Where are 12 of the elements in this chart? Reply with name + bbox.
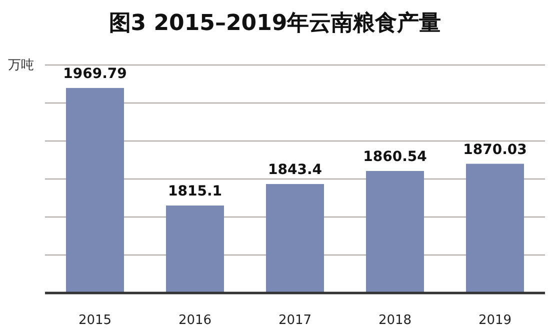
data-label: 1870.03 xyxy=(463,142,527,158)
x-tick-label: 2015 xyxy=(78,313,112,328)
data-label: 1969.79 xyxy=(63,66,127,82)
x-tick-label: 2017 xyxy=(278,313,312,328)
x-tick-label: 2016 xyxy=(178,313,212,328)
data-label: 1843.4 xyxy=(268,162,322,178)
y-axis-title: 万吨 xyxy=(8,58,34,73)
x-tick-label: 2018 xyxy=(378,313,412,328)
data-label: 1815.1 xyxy=(168,184,222,200)
data-label: 1860.54 xyxy=(363,148,428,165)
x-tick-label: 2019 xyxy=(478,313,512,328)
chart-title: 图3 2015–2019年云南粮食产量 xyxy=(108,10,442,36)
